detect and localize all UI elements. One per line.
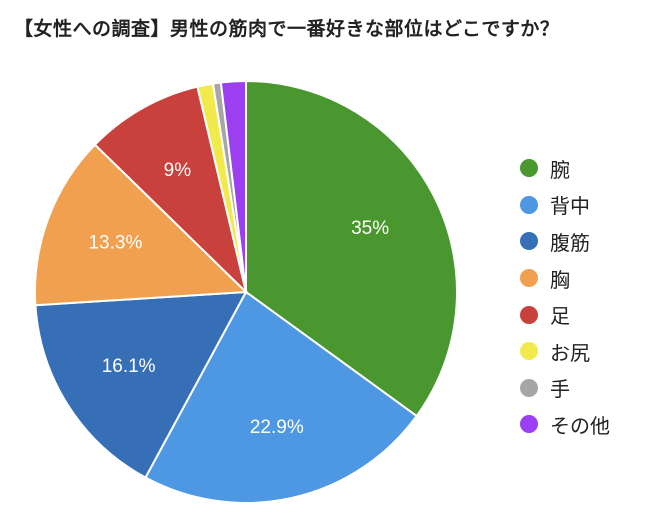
legend-label: 腹筋 — [550, 230, 590, 255]
pie-slice-2 — [144, 290, 419, 504]
legend-swatch — [520, 342, 538, 361]
legend-label: 背中 — [550, 194, 590, 219]
chart-legend: 腕背中腹筋胸足お尻手その他 — [520, 150, 610, 443]
legend-swatch — [520, 305, 538, 324]
legend-swatch — [520, 415, 538, 434]
legend-item-5: 足 — [520, 296, 610, 333]
legend-label: お尻 — [550, 340, 590, 365]
legend-item-2: 背中 — [520, 187, 610, 224]
pie-slice-5 — [93, 85, 248, 296]
pie-slice-1 — [245, 79, 458, 418]
legend-item-1: 腕 — [520, 150, 610, 187]
slice-value-label-2: 22.9% — [250, 417, 304, 438]
legend-item-6: お尻 — [520, 333, 610, 370]
legend-swatch — [520, 232, 538, 251]
legend-swatch — [520, 378, 538, 397]
legend-item-4: 胸 — [520, 260, 610, 297]
legend-item-3: 腹筋 — [520, 223, 610, 260]
legend-swatch — [520, 195, 538, 214]
pie-slice-3 — [34, 290, 248, 479]
legend-item-7: 手 — [520, 370, 610, 407]
slice-value-label-4: 13.3% — [88, 233, 142, 254]
pie-slice-4 — [34, 143, 249, 307]
legend-label: 腕 — [550, 157, 570, 182]
legend-label: 胸 — [550, 267, 570, 292]
chart-title: 【女性への調査】男性の筋肉で一番好きな部位はどこですか？ — [14, 18, 560, 40]
slice-value-label-3: 16.1% — [102, 356, 156, 377]
legend-label: 手 — [550, 377, 570, 402]
slice-value-label-5: 9% — [164, 160, 192, 181]
pie-slice-8 — [219, 79, 247, 293]
legend-swatch — [520, 159, 538, 178]
legend-label: その他 — [550, 413, 610, 438]
legend-swatch — [520, 269, 538, 288]
slice-value-label-1: 35% — [351, 218, 389, 239]
legend-item-8: その他 — [520, 406, 610, 443]
legend-label: 足 — [550, 304, 570, 329]
